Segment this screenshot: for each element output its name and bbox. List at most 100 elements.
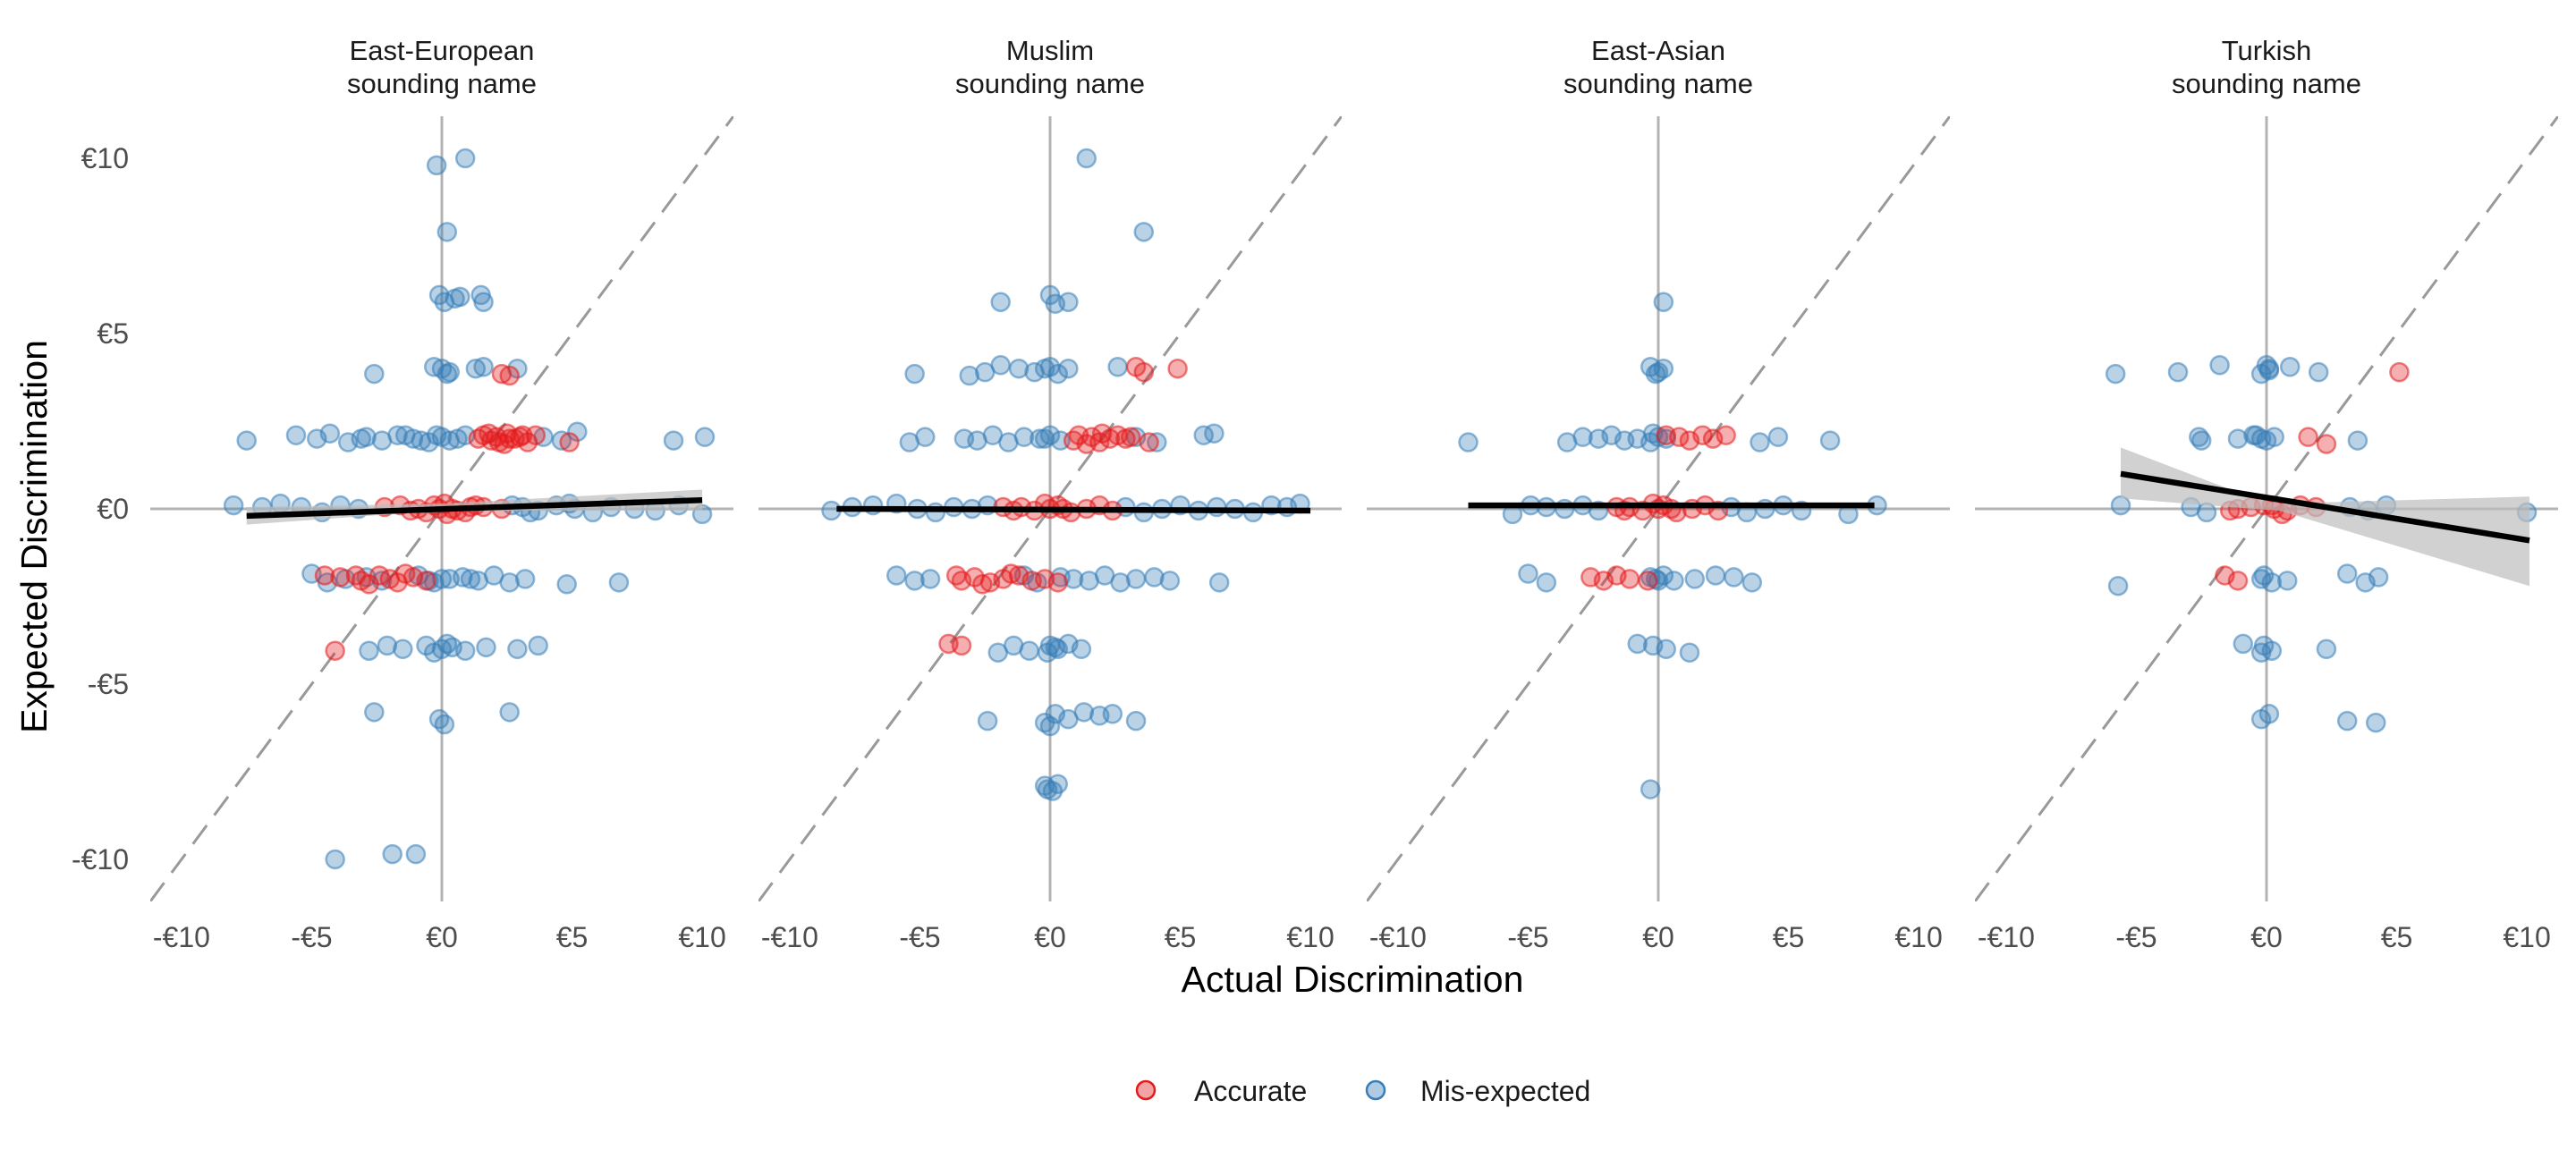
point-misexpected [1518,563,1538,584]
x-tick-label: €0 [426,921,458,953]
point-accurate [325,640,345,661]
point-accurate [479,423,499,444]
x-tick-label: -€5 [2115,921,2157,953]
point-misexpected [1125,710,1147,732]
point-misexpected [1102,704,1123,724]
point-misexpected [1110,572,1131,593]
x-tick-label: -€10 [761,921,818,953]
point-misexpected [1159,571,1181,591]
y-tick-label: €10 [81,142,129,174]
point-misexpected [1008,358,1030,379]
point-misexpected [1133,222,1155,242]
point-accurate [2298,427,2318,447]
point-accurate [1619,569,1640,589]
points [1458,292,1887,799]
point-accurate [559,432,580,453]
point-misexpected [2336,563,2358,584]
point-misexpected [2258,358,2280,379]
point-accurate [345,565,367,586]
legend-label-misexpected: Mis-expected [1420,1075,1590,1107]
point-misexpected [359,640,379,661]
point-misexpected [2347,430,2368,451]
x-tick-label: €0 [2250,921,2283,953]
identity-diagonal [1367,116,1950,901]
point-accurate [1638,571,1658,591]
point-misexpected [1063,569,1084,589]
x-tick-label: €10 [1286,921,1334,953]
point-accurate [416,571,436,591]
point-misexpected [1572,427,1593,447]
point-misexpected [2233,633,2254,655]
point-accurate [1115,428,1136,449]
y-tick-label: €0 [97,493,129,525]
point-misexpected [454,148,476,169]
identity-diagonal [758,116,1342,901]
x-tick-label: -€5 [291,921,332,953]
point-accurate [2316,434,2337,454]
point-misexpected [514,569,536,589]
x-tick-label: €0 [1642,921,1674,953]
legend-key-accurate [1135,1079,1157,1101]
facet-title-line-2: sounding name [347,68,537,99]
point-misexpected [608,572,630,593]
point-misexpected [915,427,936,447]
point-misexpected [2308,361,2329,383]
point-misexpected [1640,779,1661,799]
point-accurate [1076,434,1097,454]
point-misexpected [499,702,520,723]
point-misexpected [223,495,244,516]
point-accurate [2389,361,2410,383]
point-misexpected [1058,292,1079,312]
point-misexpected [1653,292,1674,312]
point-accurate [1091,423,1113,444]
point-misexpected [364,363,385,385]
x-tick-label: €10 [1894,921,1942,953]
facet-title-line-1: East-European [350,35,535,66]
point-misexpected [1019,640,1039,661]
point-misexpected [2105,363,2126,385]
point-misexpected [1107,357,1128,377]
point-misexpected [476,637,496,658]
point-misexpected [2243,425,2264,445]
fit-confidence-band [2121,447,2529,587]
point-misexpected [1656,639,1676,660]
point-misexpected [1767,427,1789,447]
facet-title-line-1: Muslim [1006,35,1094,66]
legend-label-accurate: Accurate [1194,1075,1307,1107]
point-misexpected [990,292,1011,312]
point-accurate [379,569,401,589]
point-misexpected [1013,427,1035,447]
point-misexpected [499,572,520,593]
point-misexpected [904,363,925,385]
facet-title-line-2: sounding name [955,68,1145,99]
facet-title-line-2: sounding name [2172,68,2361,99]
point-accurate [1047,572,1068,593]
facet-title-line-1: Turkish [2222,35,2311,66]
point-misexpected [405,843,427,865]
point-misexpected [1684,569,1705,589]
point-misexpected [2209,355,2230,376]
point-misexpected [919,569,941,589]
point-misexpected [1627,633,1648,655]
point-misexpected [1664,571,1684,591]
point-misexpected [1039,715,1061,737]
point-misexpected [473,357,494,377]
point-misexpected [445,288,465,309]
point-misexpected [977,710,998,732]
point-accurate [1001,563,1021,584]
legend: Accurate Mis-expected [1135,1075,1590,1107]
point-misexpected [1204,423,1224,444]
point-accurate [512,425,533,445]
y-tick-label: €5 [97,317,129,350]
point-misexpected [2250,642,2272,663]
point-accurate [494,434,515,454]
point-misexpected [382,843,402,865]
point-misexpected [904,571,925,591]
point-misexpected [2107,575,2129,596]
points [2105,355,2538,733]
point-misexpected [1724,567,1744,588]
